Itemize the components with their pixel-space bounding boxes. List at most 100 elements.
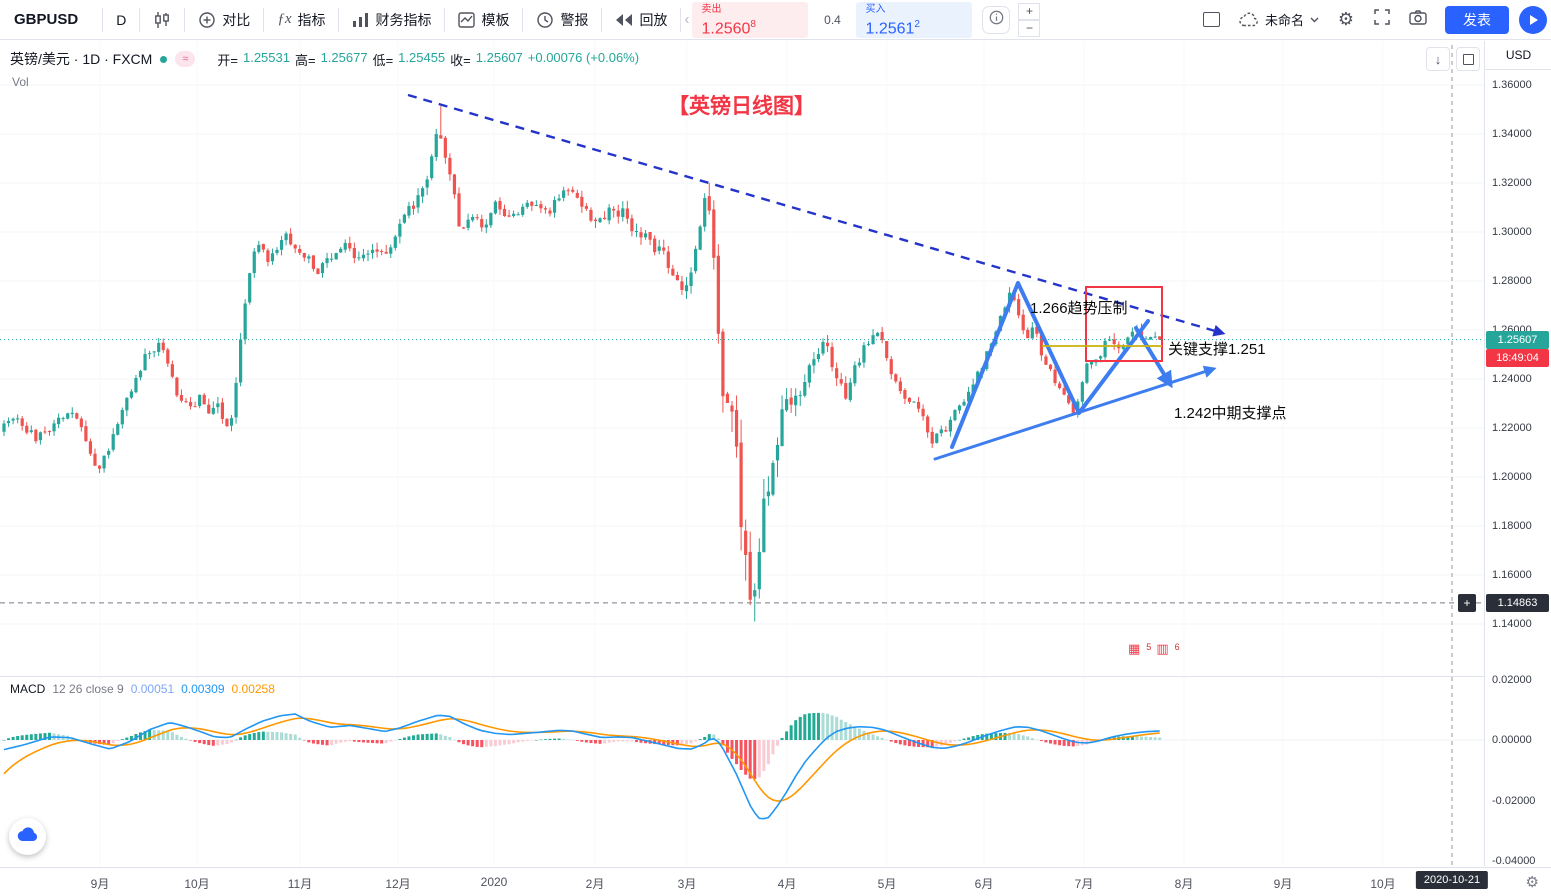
down-arrow-icon: ↓ <box>1434 51 1442 67</box>
chart-type-button[interactable] <box>140 0 184 40</box>
info-icon <box>989 10 1004 30</box>
separator <box>680 7 682 32</box>
axis-tick: 1.16000 <box>1492 569 1532 581</box>
alerts-button[interactable]: 警报 <box>523 0 601 40</box>
time-axis-label[interactable]: 10月 <box>1370 877 1396 891</box>
object-counter-badges[interactable]: ▦ 5 ▥ 6 <box>1128 641 1180 656</box>
price-level-label: 1.14863 <box>1486 593 1549 612</box>
time-axis-label[interactable]: 9月 <box>90 877 110 891</box>
macd-line <box>3 713 1160 820</box>
axis-tick: 0.00000 <box>1492 734 1532 746</box>
cloud-sync-button[interactable] <box>9 818 46 855</box>
snapshot-button[interactable] <box>1401 3 1435 37</box>
chart-legend[interactable]: 英镑/美元 · 1D · FXCM ≈ 开= 1.25531 高= 1.25677 … <box>10 49 639 69</box>
time-axis-label[interactable]: 2020 <box>480 875 508 889</box>
mid-support-annotation: 1.242中期支撑点 <box>1174 405 1287 422</box>
buy-label: 买入 <box>865 3 886 15</box>
buy-button[interactable]: 买入 1.25612 <box>856 1 973 38</box>
time-axis-label[interactable]: 9月 <box>1273 877 1293 891</box>
publish-button[interactable]: 发表 <box>1445 5 1509 34</box>
chart-scroll-buttons: ↓ <box>1426 47 1480 71</box>
currency-toggle[interactable]: USD <box>1485 41 1551 70</box>
macd-hist-value: 0.00051 <box>130 682 175 696</box>
replay-button[interactable]: 回放 <box>602 0 680 40</box>
time-axis-label[interactable]: 8月 <box>1174 877 1194 891</box>
volume-legend[interactable]: Vol <box>12 75 29 89</box>
axis-tick: 1.18000 <box>1492 520 1532 532</box>
camera-icon <box>1409 9 1427 30</box>
axis-tick: 1.20000 <box>1492 471 1532 483</box>
time-axis-label[interactable]: 11月 <box>287 877 313 891</box>
time-axis-label[interactable]: 6月 <box>974 877 994 891</box>
separator <box>338 7 340 32</box>
fx-icon: ƒx <box>277 11 292 27</box>
axis-tick: -0.04000 <box>1492 855 1536 867</box>
separator <box>444 7 446 32</box>
financial-indicators-button[interactable]: 财务指标 <box>339 0 444 40</box>
macd-histogram <box>2 712 1162 779</box>
interval-button[interactable]: D <box>116 11 127 28</box>
axis-tick: 1.14000 <box>1492 618 1532 630</box>
axis-tick: 1.34000 <box>1492 128 1532 140</box>
layout-icon <box>1203 12 1221 27</box>
separator <box>139 7 141 32</box>
decrease-button[interactable]: − <box>1018 19 1041 37</box>
scroll-down-button[interactable]: ↓ <box>1426 47 1450 71</box>
templates-button[interactable]: 模板 <box>445 0 522 40</box>
ohlc-values: 开= 1.25531 高= 1.25677 低= 1.25455 收= 1.25607 … <box>217 49 640 68</box>
time-axis-label[interactable]: 7月 <box>1074 877 1094 891</box>
compare-button[interactable]: 对比 <box>185 0 263 40</box>
increase-button[interactable]: + <box>1018 2 1041 20</box>
symbol-button[interactable]: GBPUSD <box>14 11 79 28</box>
separator <box>102 7 104 32</box>
symbol-title: 英镑/美元 · 1D · FXCM <box>10 51 153 67</box>
settings-button[interactable]: ⚙ <box>1329 3 1363 37</box>
last-price-label: 1.25607 <box>1486 330 1549 349</box>
reset-view-button[interactable] <box>1456 47 1480 71</box>
macd-line-value: 0.00309 <box>181 682 225 696</box>
axis-tick: 1.24000 <box>1492 373 1532 385</box>
time-axis-label[interactable]: 5月 <box>877 877 897 891</box>
gear-icon: ⚙ <box>1337 9 1355 29</box>
axis-tick: 1.28000 <box>1492 275 1532 287</box>
bar-chart-icon <box>352 12 369 28</box>
bar-countdown-label: 18:49:04 <box>1486 348 1549 367</box>
time-axis[interactable]: 9月 10月 11月 12月 2020 2月 3月 4月 5月 6月 7月 8月 9月 10月 2020-… <box>0 867 1551 896</box>
collapse-toolbar-icon[interactable]: ‹ <box>684 11 690 28</box>
info-button[interactable] <box>982 5 1011 34</box>
macd-signal-line <box>3 717 1160 802</box>
candlestick-chart-svg[interactable] <box>0 41 1484 866</box>
crosshair-date-label: 2020-10-21 <box>1415 871 1489 889</box>
time-axis-label[interactable]: 10月 <box>184 877 210 891</box>
publish-menu-button[interactable] <box>1519 5 1547 34</box>
cloud-filled-icon <box>17 826 39 847</box>
time-axis-label[interactable]: 3月 <box>677 877 697 891</box>
fullscreen-icon <box>1374 9 1390 30</box>
compare-icon <box>198 11 216 29</box>
reset-icon <box>1462 53 1474 65</box>
candles-layer <box>2 106 1162 622</box>
time-axis-label[interactable]: 2月 <box>585 877 605 891</box>
layout-button[interactable] <box>1195 3 1229 37</box>
sell-button[interactable]: 卖出 1.25608 <box>692 1 809 38</box>
zigzag-arrows <box>950 281 1150 449</box>
add-alert-plus-button[interactable]: + <box>1458 593 1476 612</box>
macd-params: 12 26 close 9 <box>52 682 124 696</box>
top-toolbar: GBPUSD D 对比 ƒx 指标 财务 <box>0 0 1551 40</box>
chevron-down-icon <box>1310 17 1319 23</box>
chart-pane[interactable]: 英镑/美元 · 1D · FXCM ≈ 开= 1.25531 高= 1.25677 … <box>0 41 1484 866</box>
axis-tick: 0.02000 <box>1492 673 1532 686</box>
price-axis[interactable]: USD 1.36000 1.34000 1.32000 1.30000 1.28000 1… <box>1484 41 1551 867</box>
fullscreen-button[interactable] <box>1365 3 1399 37</box>
macd-legend[interactable]: MACD 12 26 close 9 0.00051 0.00309 0.002… <box>10 682 275 696</box>
time-axis-label[interactable]: 4月 <box>777 877 797 891</box>
pattern-icon-2: ▥ <box>1156 641 1169 656</box>
axis-tick: 1.30000 <box>1492 226 1532 238</box>
indicators-button[interactable]: ƒx 指标 <box>277 11 326 28</box>
layout-name-button[interactable]: 未命名 <box>1231 10 1327 29</box>
market-status-dot <box>160 55 168 63</box>
time-axis-label[interactable]: 12月 <box>385 877 411 891</box>
candlestick-icon <box>153 11 171 29</box>
time-axis-gear-icon[interactable]: ⚙ <box>1525 874 1539 891</box>
